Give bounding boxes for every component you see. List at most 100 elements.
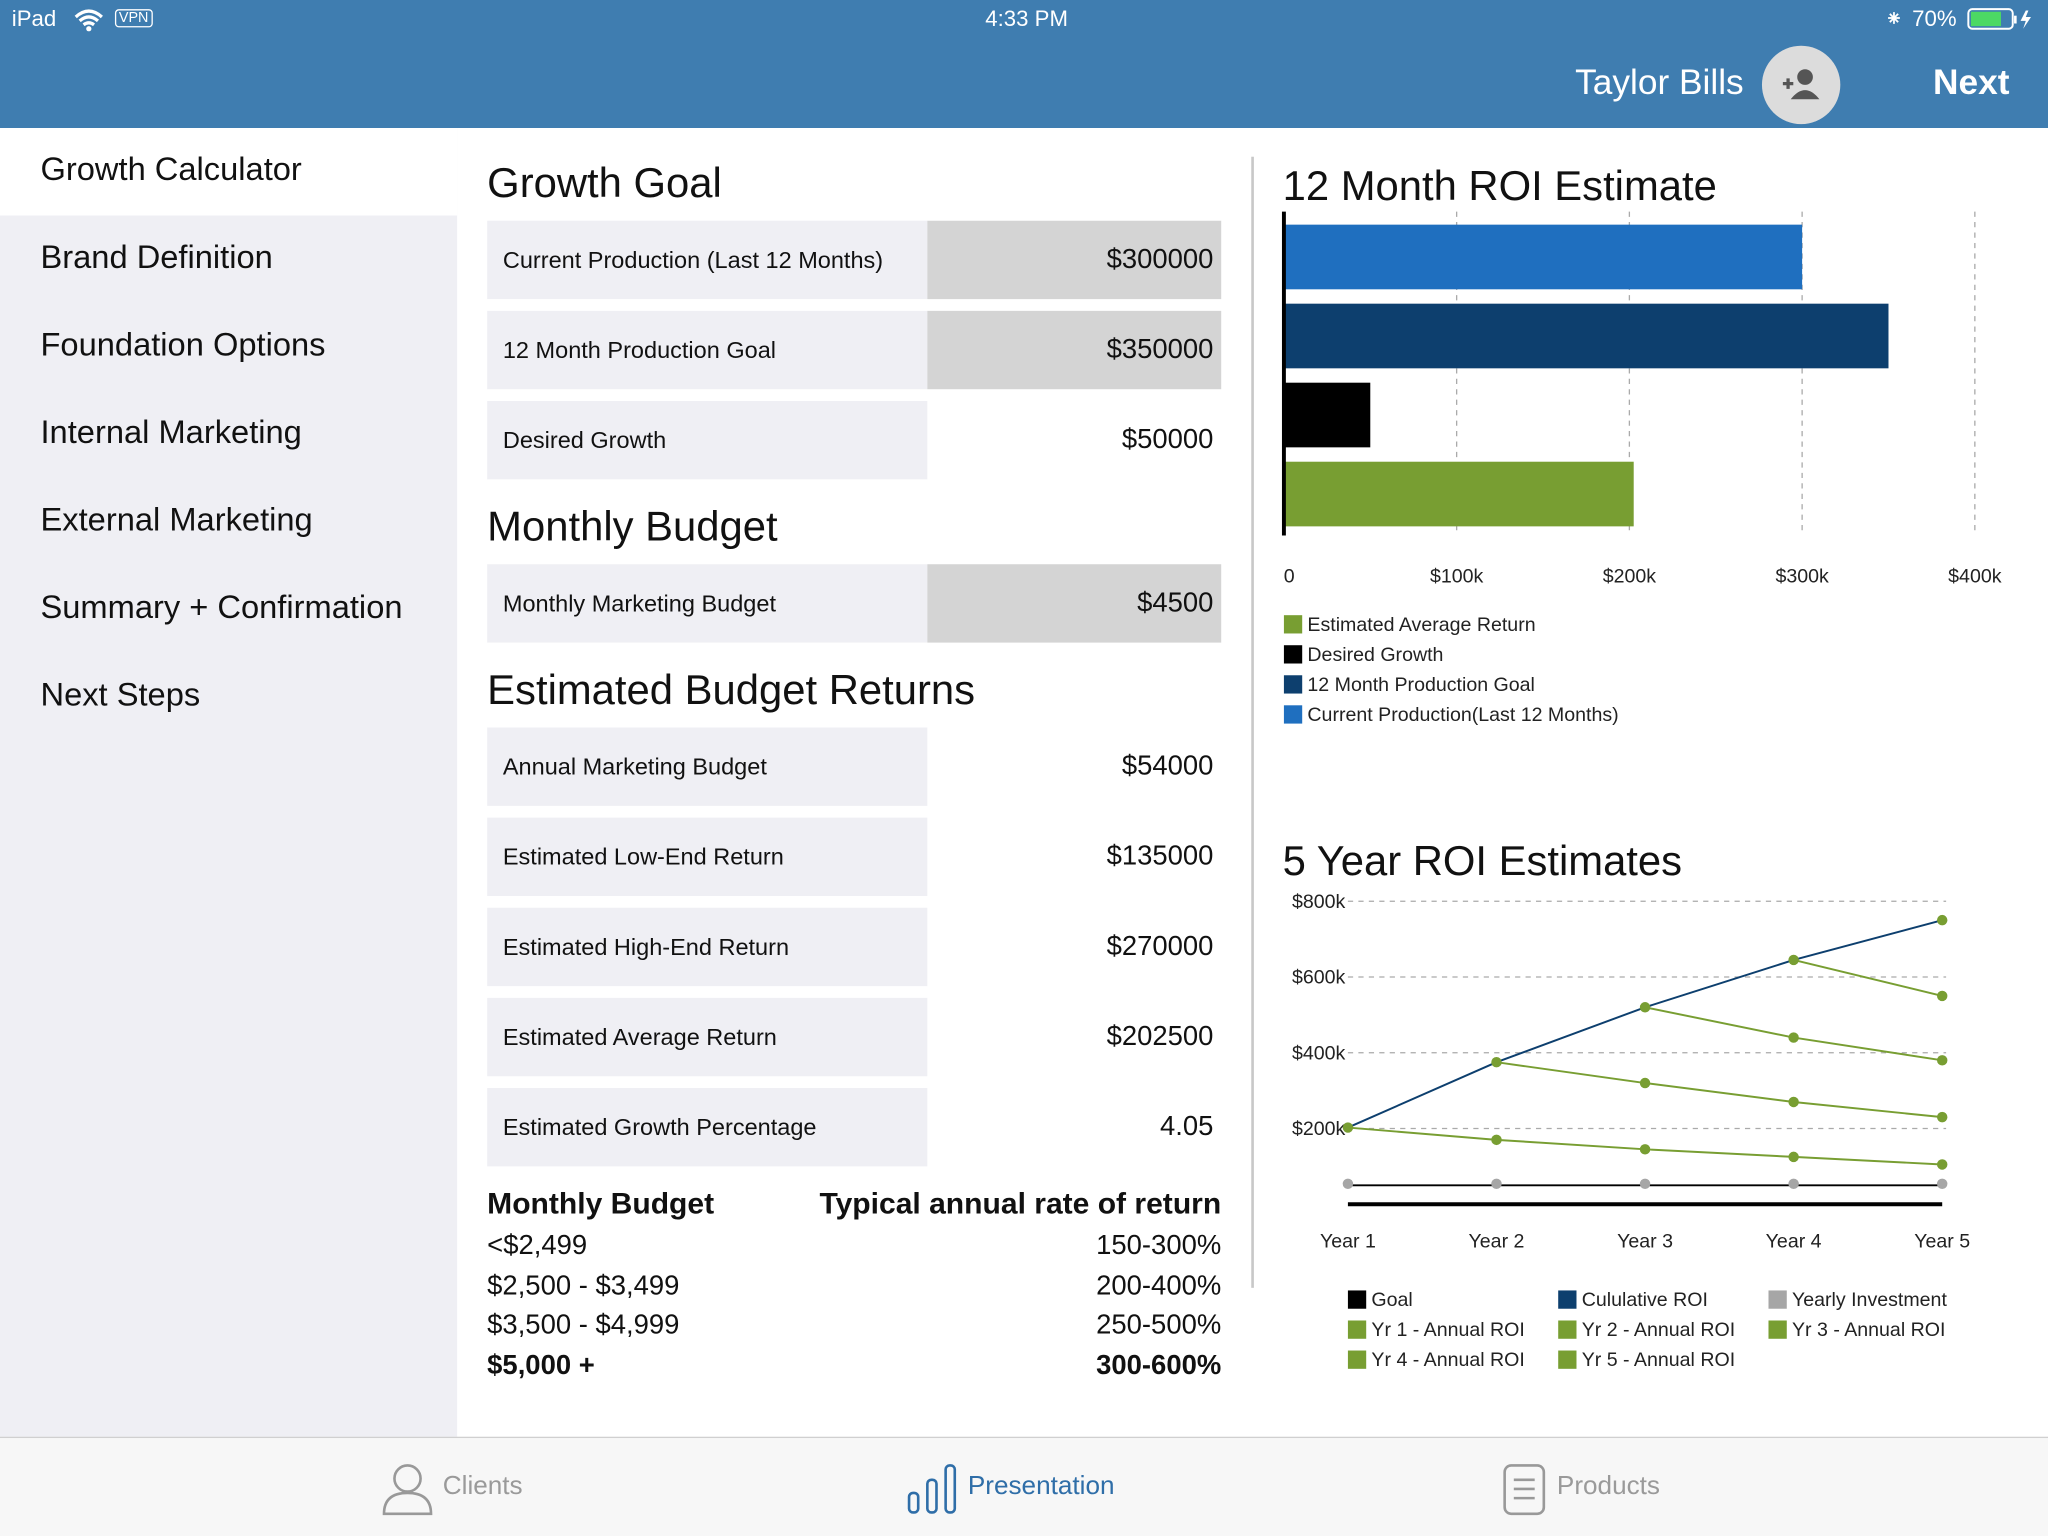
field-value: $54000 [1121, 751, 1214, 782]
series-line [1347, 919, 1943, 1129]
table-cell: 300-600% [1096, 1350, 1222, 1381]
header: iPad VPN 4:33 PM ⁕ 70% Taylor Bills Next [0, 0, 2048, 128]
legend-swatch [1558, 1290, 1577, 1309]
y-tick-label: $400k [1292, 1042, 1346, 1064]
legend-swatch [1558, 1320, 1577, 1339]
battery-icon [1967, 8, 2032, 30]
chart-title: 5 Year ROI Estimates [1283, 837, 1682, 884]
point [1936, 1055, 1948, 1066]
bar [1283, 303, 1889, 369]
field-label: Desired Growth [487, 400, 928, 480]
field-value: $270000 [1106, 931, 1214, 962]
point [1639, 1002, 1651, 1013]
x-tick-label: 0 [1284, 566, 1295, 588]
y-tick-label: $200k [1292, 1118, 1346, 1140]
field-value: 4.05 [1159, 1111, 1214, 1142]
sidebar-item[interactable]: Summary + Confirmation [0, 566, 457, 654]
legend-swatch [1283, 645, 1303, 664]
x-tick-label: Year 4 [1766, 1230, 1822, 1252]
legend-label: Yr 2 - Annual ROI [1582, 1319, 1735, 1341]
series-line [1496, 1061, 1943, 1119]
y-tick-label: $600k [1292, 967, 1346, 989]
bar [1283, 461, 1634, 527]
legend-label: Cululative ROI [1582, 1289, 1708, 1311]
next-button[interactable]: Next [1933, 62, 2010, 102]
table-header: Monthly Budget [487, 1185, 715, 1220]
field-label: Annual Marketing Budget [487, 727, 928, 806]
sidebar-item-label: Internal Marketing [40, 414, 302, 451]
sidebar-item[interactable]: Growth Calculator [0, 127, 458, 216]
point [1936, 914, 1948, 926]
tab[interactable]: Presentation [967, 1471, 1115, 1501]
legend-swatch [1768, 1290, 1787, 1309]
sidebar-item[interactable]: Brand Definition [0, 216, 457, 304]
legend-label: Estimated Average Return [1307, 614, 1535, 636]
section-title: Growth Goal [487, 159, 722, 207]
tab[interactable]: Clients [442, 1471, 523, 1501]
point [1788, 1178, 1799, 1190]
x-tick-label: Year 1 [1320, 1230, 1376, 1252]
legend-label: Yearly Investment [1792, 1289, 1947, 1311]
point [1639, 1144, 1651, 1155]
field-value[interactable]: $300000 [927, 220, 1222, 300]
legend-swatch [1558, 1350, 1577, 1369]
field-label: Current Production (Last 12 Months) [487, 220, 928, 300]
legend-swatch [1347, 1290, 1367, 1309]
user-name[interactable]: Taylor Bills [1575, 62, 1744, 102]
field-label: Estimated Low-End Return [487, 817, 928, 896]
field-label: Estimated Average Return [487, 997, 928, 1077]
x-tick-label: $100k [1430, 566, 1484, 588]
table-header: Typical annual rate of return [819, 1185, 1222, 1220]
point [1936, 1111, 1948, 1123]
field-value: $50000 [1121, 424, 1214, 455]
field-value[interactable]: $350000 [927, 310, 1222, 390]
presentation-icon [907, 1464, 957, 1514]
battery-percent: 70% [1912, 6, 1957, 32]
point [1342, 1178, 1354, 1190]
field-label: 12 Month Production Goal [487, 310, 928, 390]
point [1788, 1032, 1799, 1043]
tab[interactable]: Products [1556, 1471, 1660, 1501]
sidebar-item[interactable]: External Marketing [0, 478, 457, 566]
clients-icon [382, 1464, 433, 1516]
device-label: iPad [11, 6, 57, 32]
products-icon [1503, 1464, 1546, 1516]
legend-label: Yr 4 - Annual ROI [1371, 1349, 1524, 1371]
bar [1283, 382, 1371, 448]
x-tick-label: Year 3 [1617, 1230, 1673, 1252]
sidebar: Growth Calculator Brand Definition Foundat… [0, 127, 458, 1437]
field-value: $202500 [1106, 1021, 1214, 1052]
bar [1283, 224, 1803, 290]
section-title: Estimated Budget Returns [487, 666, 976, 714]
point [1936, 1159, 1948, 1170]
tab-bar: Clients Presentation Products [0, 1436, 2048, 1536]
sidebar-item[interactable]: Next Steps [0, 653, 457, 741]
table-cell: $5,000 + [487, 1350, 595, 1381]
point [1788, 1096, 1799, 1108]
x-tick-label: Year 2 [1469, 1230, 1525, 1252]
point [1936, 990, 1948, 1002]
sidebar-item-label: External Marketing [40, 501, 313, 539]
legend-label: Yr 1 - Annual ROI [1371, 1319, 1524, 1341]
legend-swatch [1283, 675, 1303, 694]
legend-swatch [1283, 615, 1303, 634]
chart-title: 12 Month ROI Estimate [1283, 162, 1717, 209]
wifi-icon [74, 9, 103, 32]
y-tick-label: $800k [1292, 891, 1346, 913]
point [1788, 954, 1799, 966]
add-user-button[interactable] [1761, 44, 1842, 125]
sidebar-item[interactable]: Foundation Options [0, 303, 457, 391]
sidebar-item-label: Summary + Confirmation [40, 589, 403, 626]
field-label: Estimated High-End Return [487, 907, 928, 987]
table-cell: 150-300% [1096, 1230, 1222, 1261]
point [1491, 1134, 1502, 1146]
sidebar-item[interactable]: Internal Marketing [0, 391, 457, 479]
sidebar-item-label: Foundation Options [40, 326, 326, 364]
field-value[interactable]: $4500 [927, 564, 1222, 643]
vpn-badge: VPN [114, 9, 153, 28]
point [1491, 1178, 1502, 1190]
legend-label: Current Production(Last 12 Months) [1307, 704, 1618, 726]
